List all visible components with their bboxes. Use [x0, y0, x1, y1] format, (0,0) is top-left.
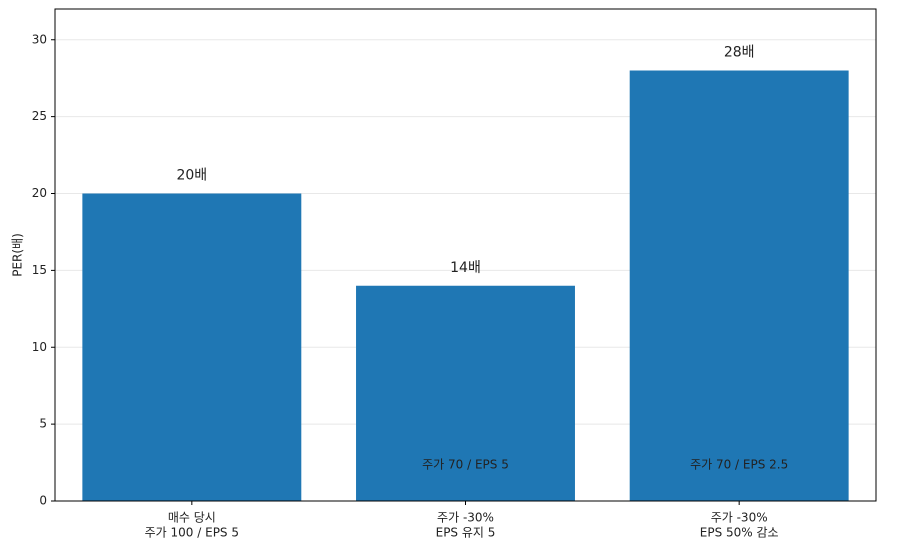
y-tick-label: 15 — [32, 263, 47, 277]
x-tick-label: 매수 당시 — [168, 511, 216, 525]
bar — [82, 193, 302, 501]
y-tick-label: 0 — [39, 494, 47, 508]
x-tick-label: EPS 유지 5 — [436, 526, 496, 540]
y-axis-label: PER(배) — [11, 233, 25, 277]
y-tick-label: 10 — [32, 340, 47, 354]
value-label: 28배 — [724, 45, 755, 61]
bar — [356, 285, 575, 501]
x-tick-label: 주가 100 / EPS 5 — [145, 526, 239, 540]
y-tick-label: 5 — [39, 417, 47, 431]
x-tick-label: 주가 -30% — [437, 511, 494, 525]
y-tick-label: 30 — [32, 32, 47, 46]
value-label: 14배 — [450, 260, 481, 276]
bar-note: 주가 70 / EPS 2.5 — [690, 458, 788, 472]
x-tick-label: EPS 50% 감소 — [700, 526, 779, 540]
value-label: 20배 — [176, 168, 207, 184]
y-tick-label: 20 — [32, 186, 47, 200]
y-tick-label: 25 — [32, 109, 47, 123]
bar-note: 주가 70 / EPS 5 — [422, 458, 509, 472]
plot-frame — [54, 8, 877, 502]
bar — [629, 70, 849, 501]
x-tick-label: 주가 -30% — [711, 511, 768, 525]
